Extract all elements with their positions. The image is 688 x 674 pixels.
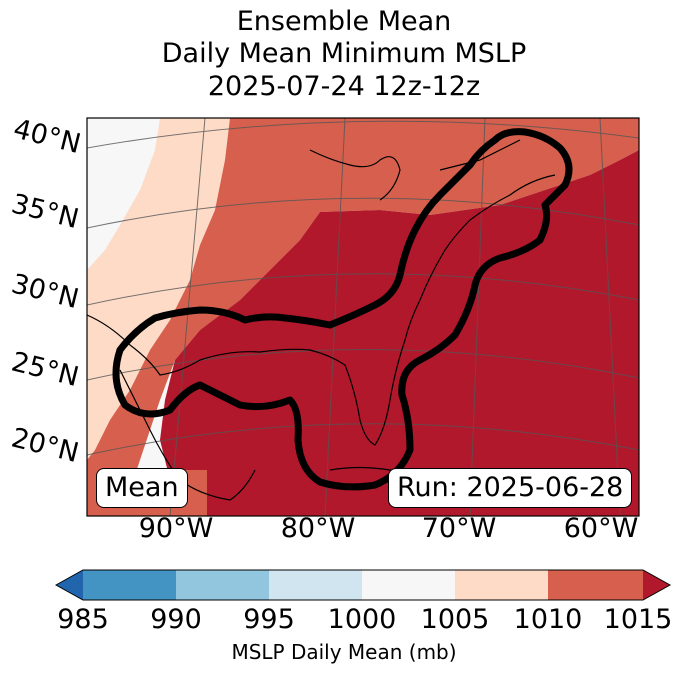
colorbar-seg-1005-1010 (455, 570, 548, 600)
contour-outline (112, 128, 573, 491)
cb-tick-985: 985 (57, 604, 109, 635)
lon-label-90w: 90°W (138, 513, 214, 544)
map-panel (86, 117, 640, 517)
cb-tick-1005: 1005 (420, 604, 490, 635)
run-label-box: Run: 2025-06-28 (388, 468, 633, 508)
colorbar-seg-995-1000 (269, 570, 362, 600)
colorbar-outline (54, 569, 672, 601)
colorbar-label: MSLP Daily Mean (mb) (231, 640, 457, 664)
lon-label-60w: 60°W (563, 513, 639, 544)
lon-label-70w: 70°W (421, 513, 497, 544)
title-line-3: 2025-07-24 12z-12z (207, 71, 481, 102)
cb-tick-1015: 1015 (603, 604, 673, 635)
cb-tick-1000: 1000 (327, 604, 397, 635)
cb-tick-995: 995 (243, 604, 295, 635)
colorbar-extend-low (56, 570, 83, 600)
field-band-1015-plus (160, 150, 639, 516)
colorbar (54, 569, 672, 601)
colorbar-extend-high (643, 570, 670, 600)
lon-label-80w: 80°W (280, 513, 356, 544)
mean-label-box: Mean (96, 468, 188, 508)
colorbar-seg-1000-1005 (362, 570, 455, 600)
colorbar-seg-1010-1015 (548, 570, 643, 600)
title-line-1: Ensemble Mean (236, 6, 452, 37)
cb-tick-1010: 1010 (513, 604, 583, 635)
colorbar-seg-985-990 (83, 570, 176, 600)
graticule (87, 118, 639, 516)
map-frame (86, 117, 640, 517)
colorbar-seg-990-995 (176, 570, 269, 600)
title-line-2: Daily Mean Minimum MSLP (161, 38, 527, 69)
cb-tick-990: 990 (150, 604, 202, 635)
field-band-1010-1015 (87, 118, 639, 516)
